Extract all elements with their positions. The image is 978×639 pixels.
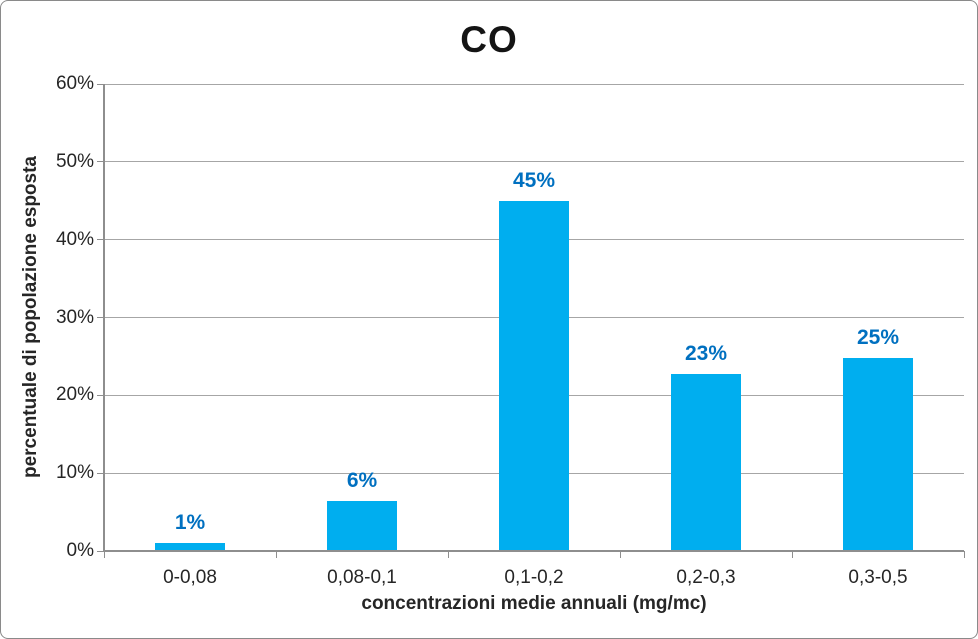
bar bbox=[155, 543, 225, 551]
gridline bbox=[104, 83, 964, 85]
y-tick-label: 50% bbox=[55, 150, 94, 172]
y-axis-tick bbox=[97, 317, 104, 318]
y-axis-tick bbox=[97, 83, 104, 85]
bar bbox=[499, 200, 569, 551]
y-tick-label: 40% bbox=[55, 228, 94, 250]
gridline bbox=[104, 161, 964, 163]
x-tick-label: 0,08-0,1 bbox=[327, 567, 397, 588]
x-axis-tick bbox=[103, 551, 105, 558]
y-axis-line bbox=[103, 84, 105, 551]
y-axis-tick bbox=[97, 550, 104, 552]
y-tick-label: 60% bbox=[55, 73, 94, 94]
y-axis-tick bbox=[97, 472, 104, 474]
chart-title: CO bbox=[460, 19, 518, 60]
x-tick-label: 0,1-0,2 bbox=[504, 567, 564, 588]
x-tick-label: 0-0,08 bbox=[163, 567, 217, 588]
y-tick-label: 0% bbox=[66, 540, 94, 561]
bar-value-label: 23% bbox=[684, 341, 728, 365]
x-axis-tick bbox=[963, 551, 965, 558]
x-axis-tick bbox=[275, 551, 277, 558]
y-axis-tick bbox=[97, 394, 104, 396]
bar bbox=[327, 501, 397, 551]
bar-value-label: 1% bbox=[174, 511, 206, 535]
x-tick-label: 0,2-0,3 bbox=[676, 567, 736, 588]
y-tick-label: 20% bbox=[55, 384, 94, 406]
y-tick-label: 10% bbox=[55, 462, 94, 484]
bar bbox=[671, 373, 741, 551]
y-axis-tick bbox=[97, 161, 104, 163]
x-tick-label: 0,3-0,5 bbox=[848, 567, 908, 588]
bar-value-label: 6% bbox=[346, 469, 378, 493]
x-axis-line bbox=[103, 550, 964, 552]
bar bbox=[843, 357, 913, 551]
x-axis-tick bbox=[791, 551, 793, 558]
y-tick-label: 30% bbox=[55, 306, 94, 328]
y-axis-tick bbox=[97, 239, 104, 241]
x-axis-tick bbox=[619, 551, 621, 558]
bar-value-label: 25% bbox=[856, 325, 900, 349]
bar-value-label: 45% bbox=[512, 168, 556, 192]
x-axis-title: concentrazioni medie annuali (mg/mc) bbox=[361, 593, 707, 614]
x-axis-tick bbox=[447, 551, 449, 558]
